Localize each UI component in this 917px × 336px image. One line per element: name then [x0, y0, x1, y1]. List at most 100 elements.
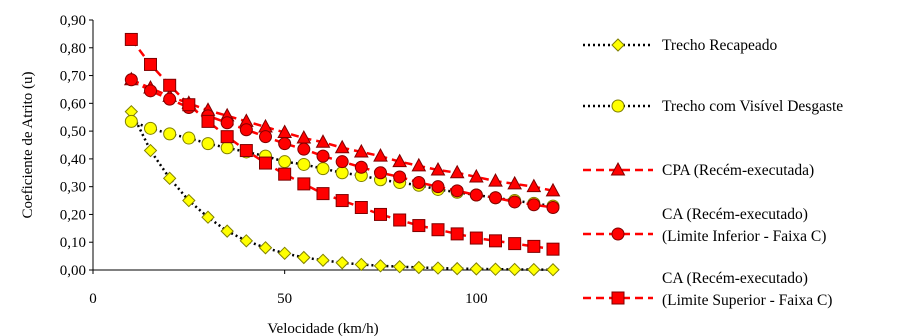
data-point — [182, 131, 196, 145]
data-point — [316, 253, 330, 267]
legend: Trecho Recapeado Trecho com Visível Desga… — [583, 37, 843, 309]
data-point — [259, 130, 272, 144]
series-4 — [124, 32, 560, 256]
data-point — [144, 84, 157, 98]
data-point — [316, 149, 330, 163]
legend-entry-2: CPA (Recém-executada) — [583, 161, 814, 179]
data-point — [124, 32, 138, 46]
data-point — [220, 130, 234, 144]
data-point — [124, 73, 138, 87]
data-point — [507, 175, 523, 190]
data-point — [450, 261, 464, 276]
data-point — [278, 155, 292, 169]
data-point — [315, 134, 331, 148]
data-point — [469, 231, 483, 245]
legend-marker — [610, 161, 626, 176]
data-point — [354, 160, 368, 174]
data-point — [546, 242, 560, 256]
x-tick-label: 100 — [465, 291, 488, 307]
data-point — [469, 188, 483, 202]
data-point — [411, 157, 427, 172]
x-tick-label: 50 — [277, 291, 292, 307]
data-point — [335, 256, 349, 270]
data-point — [450, 227, 464, 241]
data-point — [450, 184, 464, 198]
y-tick-label: 0,40 — [60, 152, 86, 168]
data-point — [201, 114, 215, 128]
data-point — [143, 143, 158, 158]
legend-label: CA (Recém-executado) — [662, 270, 808, 287]
data-point — [412, 219, 426, 233]
series-0 — [124, 104, 560, 277]
y-tick-label: 0,70 — [60, 69, 86, 85]
data-point — [239, 144, 253, 158]
legend-marker — [611, 38, 625, 52]
legend-label: CA (Recém-executado) — [662, 206, 808, 223]
data-point — [201, 137, 215, 151]
legend-label: Trecho com Visível Desgaste — [662, 98, 843, 115]
data-point — [163, 127, 177, 141]
data-point — [489, 234, 502, 248]
data-point — [297, 142, 311, 156]
data-point — [392, 153, 408, 168]
data-point — [182, 193, 196, 208]
data-point — [220, 141, 234, 155]
data-point — [508, 237, 522, 251]
axes: 0,00 0,10 0,20 0,30 0,40 0,50 0,60 0,70 0,80 0,90… — [20, 13, 553, 336]
data-point — [488, 262, 503, 276]
data-point — [431, 223, 445, 237]
data-point — [431, 261, 445, 275]
data-point — [373, 148, 388, 162]
data-point — [277, 246, 292, 261]
legend-entry-1: Trecho com Visível Desgaste — [583, 98, 843, 115]
data-point — [220, 116, 234, 130]
data-point — [182, 98, 196, 112]
legend-marker — [611, 227, 625, 241]
data-point — [144, 121, 157, 135]
data-point — [335, 155, 349, 169]
data-point — [546, 263, 560, 277]
legend-entry-3: CA (Recém-executado) (Limite Inferior - F… — [583, 206, 826, 245]
data-point — [468, 168, 484, 183]
data-point — [144, 57, 157, 71]
data-point — [546, 201, 560, 214]
legend-label-line2: (Limite Inferior - Faixa C) — [662, 228, 826, 245]
data-point — [412, 176, 426, 189]
data-point — [374, 166, 387, 180]
data-point — [374, 207, 387, 221]
data-point — [258, 241, 273, 255]
y-tick-label: 0,80 — [60, 41, 86, 57]
y-tick-label: 0,50 — [60, 124, 86, 140]
data-point — [163, 92, 177, 106]
data-point — [259, 156, 272, 170]
data-point — [526, 178, 542, 193]
data-point — [527, 239, 541, 253]
data-point — [334, 139, 350, 154]
data-point — [449, 164, 465, 179]
data-point — [527, 262, 541, 277]
data-point — [392, 259, 407, 274]
y-tick-label: 0,60 — [60, 96, 86, 112]
data-point — [297, 177, 311, 191]
data-point — [239, 123, 253, 137]
series-group — [123, 32, 561, 277]
data-point — [431, 180, 445, 194]
data-point — [353, 143, 369, 158]
data-point — [527, 198, 541, 212]
data-point — [393, 213, 407, 227]
data-point — [278, 137, 292, 151]
data-point — [162, 171, 177, 186]
data-point — [507, 262, 522, 277]
data-point — [278, 167, 292, 181]
legend-marker — [611, 291, 625, 305]
data-point — [335, 194, 349, 208]
data-point — [469, 262, 484, 276]
data-point — [412, 260, 426, 275]
data-point — [508, 195, 522, 209]
data-point — [163, 78, 177, 92]
y-tick-label: 0,20 — [60, 207, 86, 223]
legend-entry-0: Trecho Recapeado — [583, 37, 777, 54]
data-point — [354, 201, 368, 214]
